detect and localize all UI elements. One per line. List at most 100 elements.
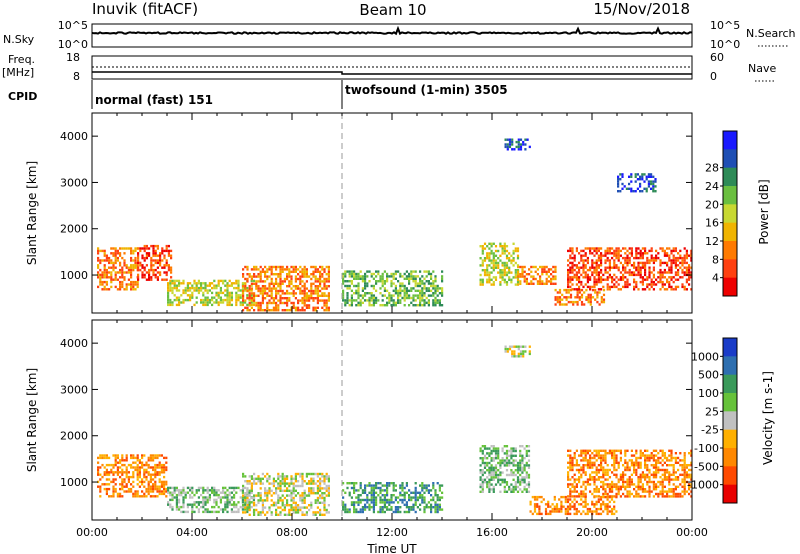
echo-cell: [628, 483, 631, 486]
colorbar-swatch: [723, 338, 737, 357]
echo-cell: [364, 282, 367, 285]
echo-cell: [165, 461, 168, 464]
echo-cell: [602, 288, 606, 292]
echo-cell: [312, 275, 315, 278]
echo-cell: [648, 471, 651, 474]
echo-cell: [599, 498, 603, 501]
echo-cell: [397, 301, 400, 304]
echo-cell: [436, 299, 439, 302]
echo-cell: [294, 489, 297, 492]
echo-cell: [432, 304, 435, 307]
echo-cell: [571, 466, 574, 469]
echo-cell: [105, 487, 108, 491]
echo-cell: [416, 491, 419, 494]
echo-cell: [604, 261, 607, 265]
echo-cell: [344, 270, 347, 273]
echo-cell: [266, 492, 269, 495]
echo-cell: [253, 273, 256, 276]
echo-cell: [539, 275, 542, 278]
echo-cell: [248, 498, 251, 502]
echo-cell: [622, 278, 625, 281]
echo-cell: [348, 284, 351, 288]
echo-cell: [674, 459, 677, 462]
echo-cell: [105, 490, 108, 493]
echo-cell: [578, 271, 581, 274]
echo-cell: [628, 175, 631, 178]
echo-cell: [206, 489, 209, 492]
echo-cell: [357, 498, 360, 502]
echo-cell: [674, 461, 677, 464]
echo-cell: [226, 489, 229, 492]
echo-cell: [312, 265, 315, 269]
echo-cell: [288, 494, 291, 497]
echo-cell: [244, 265, 247, 269]
echo-cell: [224, 493, 227, 497]
echo-cell: [510, 254, 513, 257]
echo-cell: [139, 268, 142, 272]
echo-cell: [143, 485, 146, 488]
echo-cell: [257, 309, 260, 312]
echo-cell: [505, 464, 509, 467]
echo-cell: [277, 477, 280, 480]
echo-cell: [383, 506, 386, 509]
echo-cell: [319, 489, 322, 492]
echo-cell: [513, 352, 516, 356]
echo-cell: [281, 475, 284, 478]
echo-cell: [171, 491, 174, 494]
echo-cell: [606, 468, 609, 472]
echo-cell: [132, 454, 135, 457]
echo-cell: [646, 466, 649, 469]
echo-cell: [281, 501, 284, 504]
echo-cell: [130, 247, 133, 250]
echo-cell: [130, 280, 133, 284]
echo-cell: [608, 490, 611, 493]
echo-cell: [182, 298, 185, 302]
echo-cell: [596, 293, 599, 297]
echo-cell: [550, 282, 553, 285]
echo-cell: [186, 505, 189, 509]
echo-cell: [685, 271, 688, 274]
echo-cell: [575, 485, 578, 488]
echo-cell: [310, 292, 313, 295]
echo-cell: [575, 507, 578, 511]
echo-cell: [147, 483, 150, 486]
echo-cell: [281, 297, 284, 300]
echo-cell: [219, 301, 222, 304]
echo-cell: [586, 503, 589, 506]
echo-cell: [397, 280, 400, 283]
echo-cell: [152, 454, 155, 457]
echo-cell: [211, 489, 214, 492]
echo-cell: [377, 299, 380, 302]
echo-cell: [399, 491, 402, 494]
echo-cell: [622, 464, 625, 467]
echo-cell: [578, 471, 581, 474]
echo-cell: [149, 473, 152, 476]
echo-cell: [512, 449, 515, 453]
velocity-x-axis: 00:00 04:00 08:00 12:00 16:00 20:00 00:00: [76, 320, 708, 539]
echo-cell: [392, 304, 395, 307]
echo-cell: [228, 294, 231, 297]
echo-cell: [327, 504, 330, 507]
echo-cell: [666, 247, 669, 250]
echo-cell: [635, 464, 638, 467]
echo-cell: [348, 272, 351, 276]
echo-cell: [589, 300, 592, 304]
echo-cell: [316, 268, 319, 271]
echo-cell: [257, 287, 260, 290]
echo-cell: [193, 279, 196, 283]
echo-cell: [394, 292, 397, 295]
echo-cell: [622, 473, 625, 476]
echo-cell: [114, 461, 117, 464]
echo-cell: [121, 273, 124, 277]
echo-cell: [523, 469, 526, 472]
echo-cell: [130, 288, 133, 291]
echo-cell: [134, 288, 137, 291]
echo-cell: [182, 505, 185, 509]
echo-cell: [582, 261, 585, 265]
echo-cell: [268, 287, 271, 290]
echo-cell: [316, 294, 319, 297]
echo-cell: [591, 296, 595, 299]
echo-cell: [647, 182, 650, 186]
echo-cell: [390, 282, 393, 285]
echo-cell: [316, 306, 319, 309]
